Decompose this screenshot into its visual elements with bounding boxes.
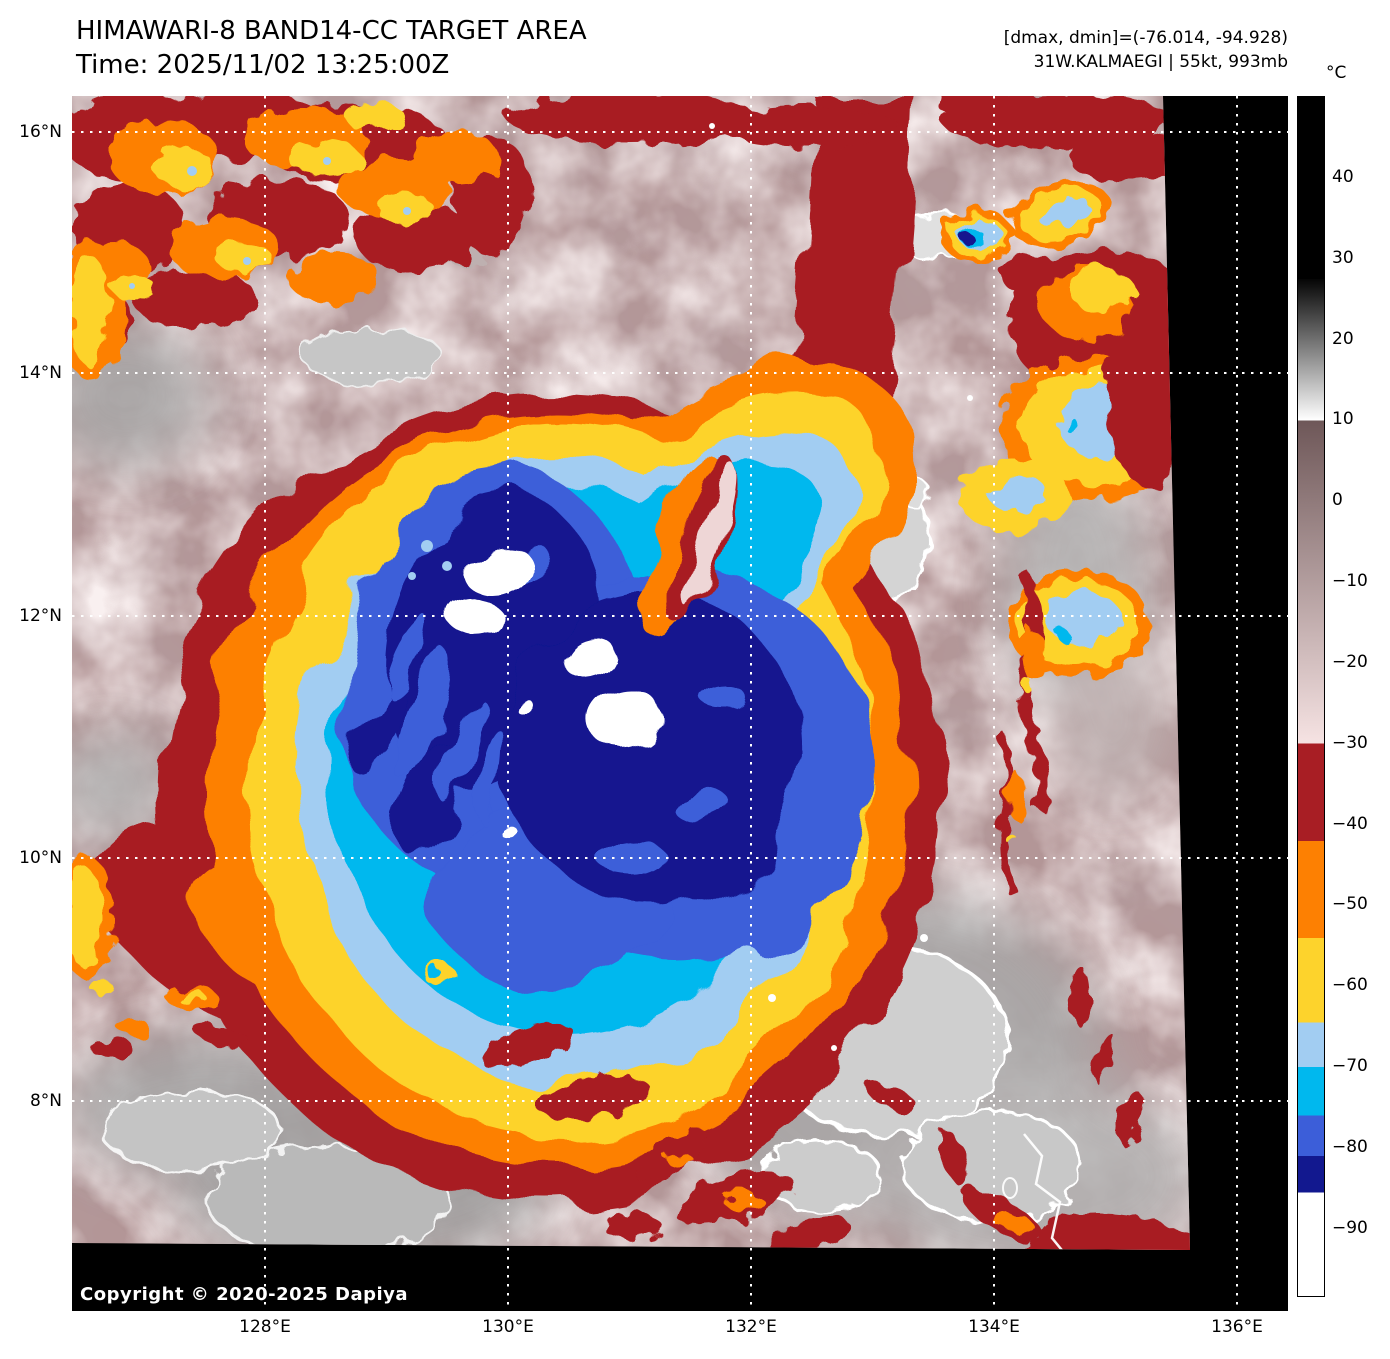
satellite-product-page: HIMAWARI-8 BAND14-CC TARGET AREA Time: 2… [0, 0, 1390, 1359]
storm-info: 31W.KALMAEGI | 55kt, 993mb [1004, 50, 1288, 74]
y-axis-label-10°N: 10°N [0, 848, 62, 868]
colorbar-tick--90: −90 [1332, 1217, 1368, 1239]
product-title: HIMAWARI-8 BAND14-CC TARGET AREA [76, 14, 587, 48]
copyright: Copyright © 2020-2025 Dapiya [80, 1284, 408, 1305]
colorbar-tick-40: 40 [1332, 166, 1354, 188]
y-axis-label-16°N: 16°N [0, 122, 62, 142]
satellite-swath [72, 96, 1288, 1311]
x-axis-label-134°E: 134°E [952, 1317, 1036, 1337]
colorbar-tick-0: 0 [1332, 489, 1343, 511]
colorbar-tick--50: −50 [1332, 893, 1368, 915]
colorbar-tick--60: −60 [1332, 974, 1368, 996]
colorbar-tick-20: 20 [1332, 328, 1354, 350]
x-axis-label-128°E: 128°E [223, 1317, 307, 1337]
colorbar [1297, 96, 1325, 1297]
y-axis-label-12°N: 12°N [0, 606, 62, 626]
dmax-dmin-readout: [dmax, dmin]=(-76.014, -94.928) [1004, 26, 1288, 50]
header-right: [dmax, dmin]=(-76.014, -94.928) 31W.KALM… [1004, 26, 1288, 74]
x-axis-label-130°E: 130°E [466, 1317, 550, 1337]
colorbar-tick--30: −30 [1332, 732, 1368, 754]
colorbar-tick--70: −70 [1332, 1055, 1368, 1077]
x-axis-label-136°E: 136°E [1195, 1317, 1279, 1337]
x-axis-label-132°E: 132°E [709, 1317, 793, 1337]
product-time: Time: 2025/11/02 13:25:00Z [76, 48, 587, 82]
title-block: HIMAWARI-8 BAND14-CC TARGET AREA Time: 2… [76, 14, 587, 82]
colorbar-unit-label: °C [1326, 63, 1346, 83]
y-axis-label-8°N: 8°N [0, 1091, 62, 1111]
colorbar-tick--80: −80 [1332, 1136, 1368, 1158]
colorbar-tick--40: −40 [1332, 813, 1368, 835]
colorbar-tick-30: 30 [1332, 247, 1354, 269]
colorbar-tick-10: 10 [1332, 408, 1354, 430]
satellite-image [72, 96, 1288, 1311]
y-axis-label-14°N: 14°N [0, 363, 62, 383]
colorbar-tick--10: −10 [1332, 570, 1368, 592]
colorbar-tick--20: −20 [1332, 651, 1368, 673]
map-area: Copyright © 2020-2025 Dapiya [72, 96, 1288, 1311]
